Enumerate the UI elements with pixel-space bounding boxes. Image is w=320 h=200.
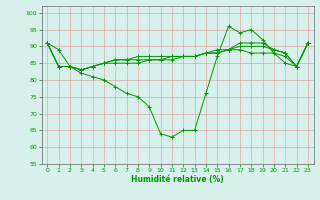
X-axis label: Humidité relative (%): Humidité relative (%) bbox=[131, 175, 224, 184]
